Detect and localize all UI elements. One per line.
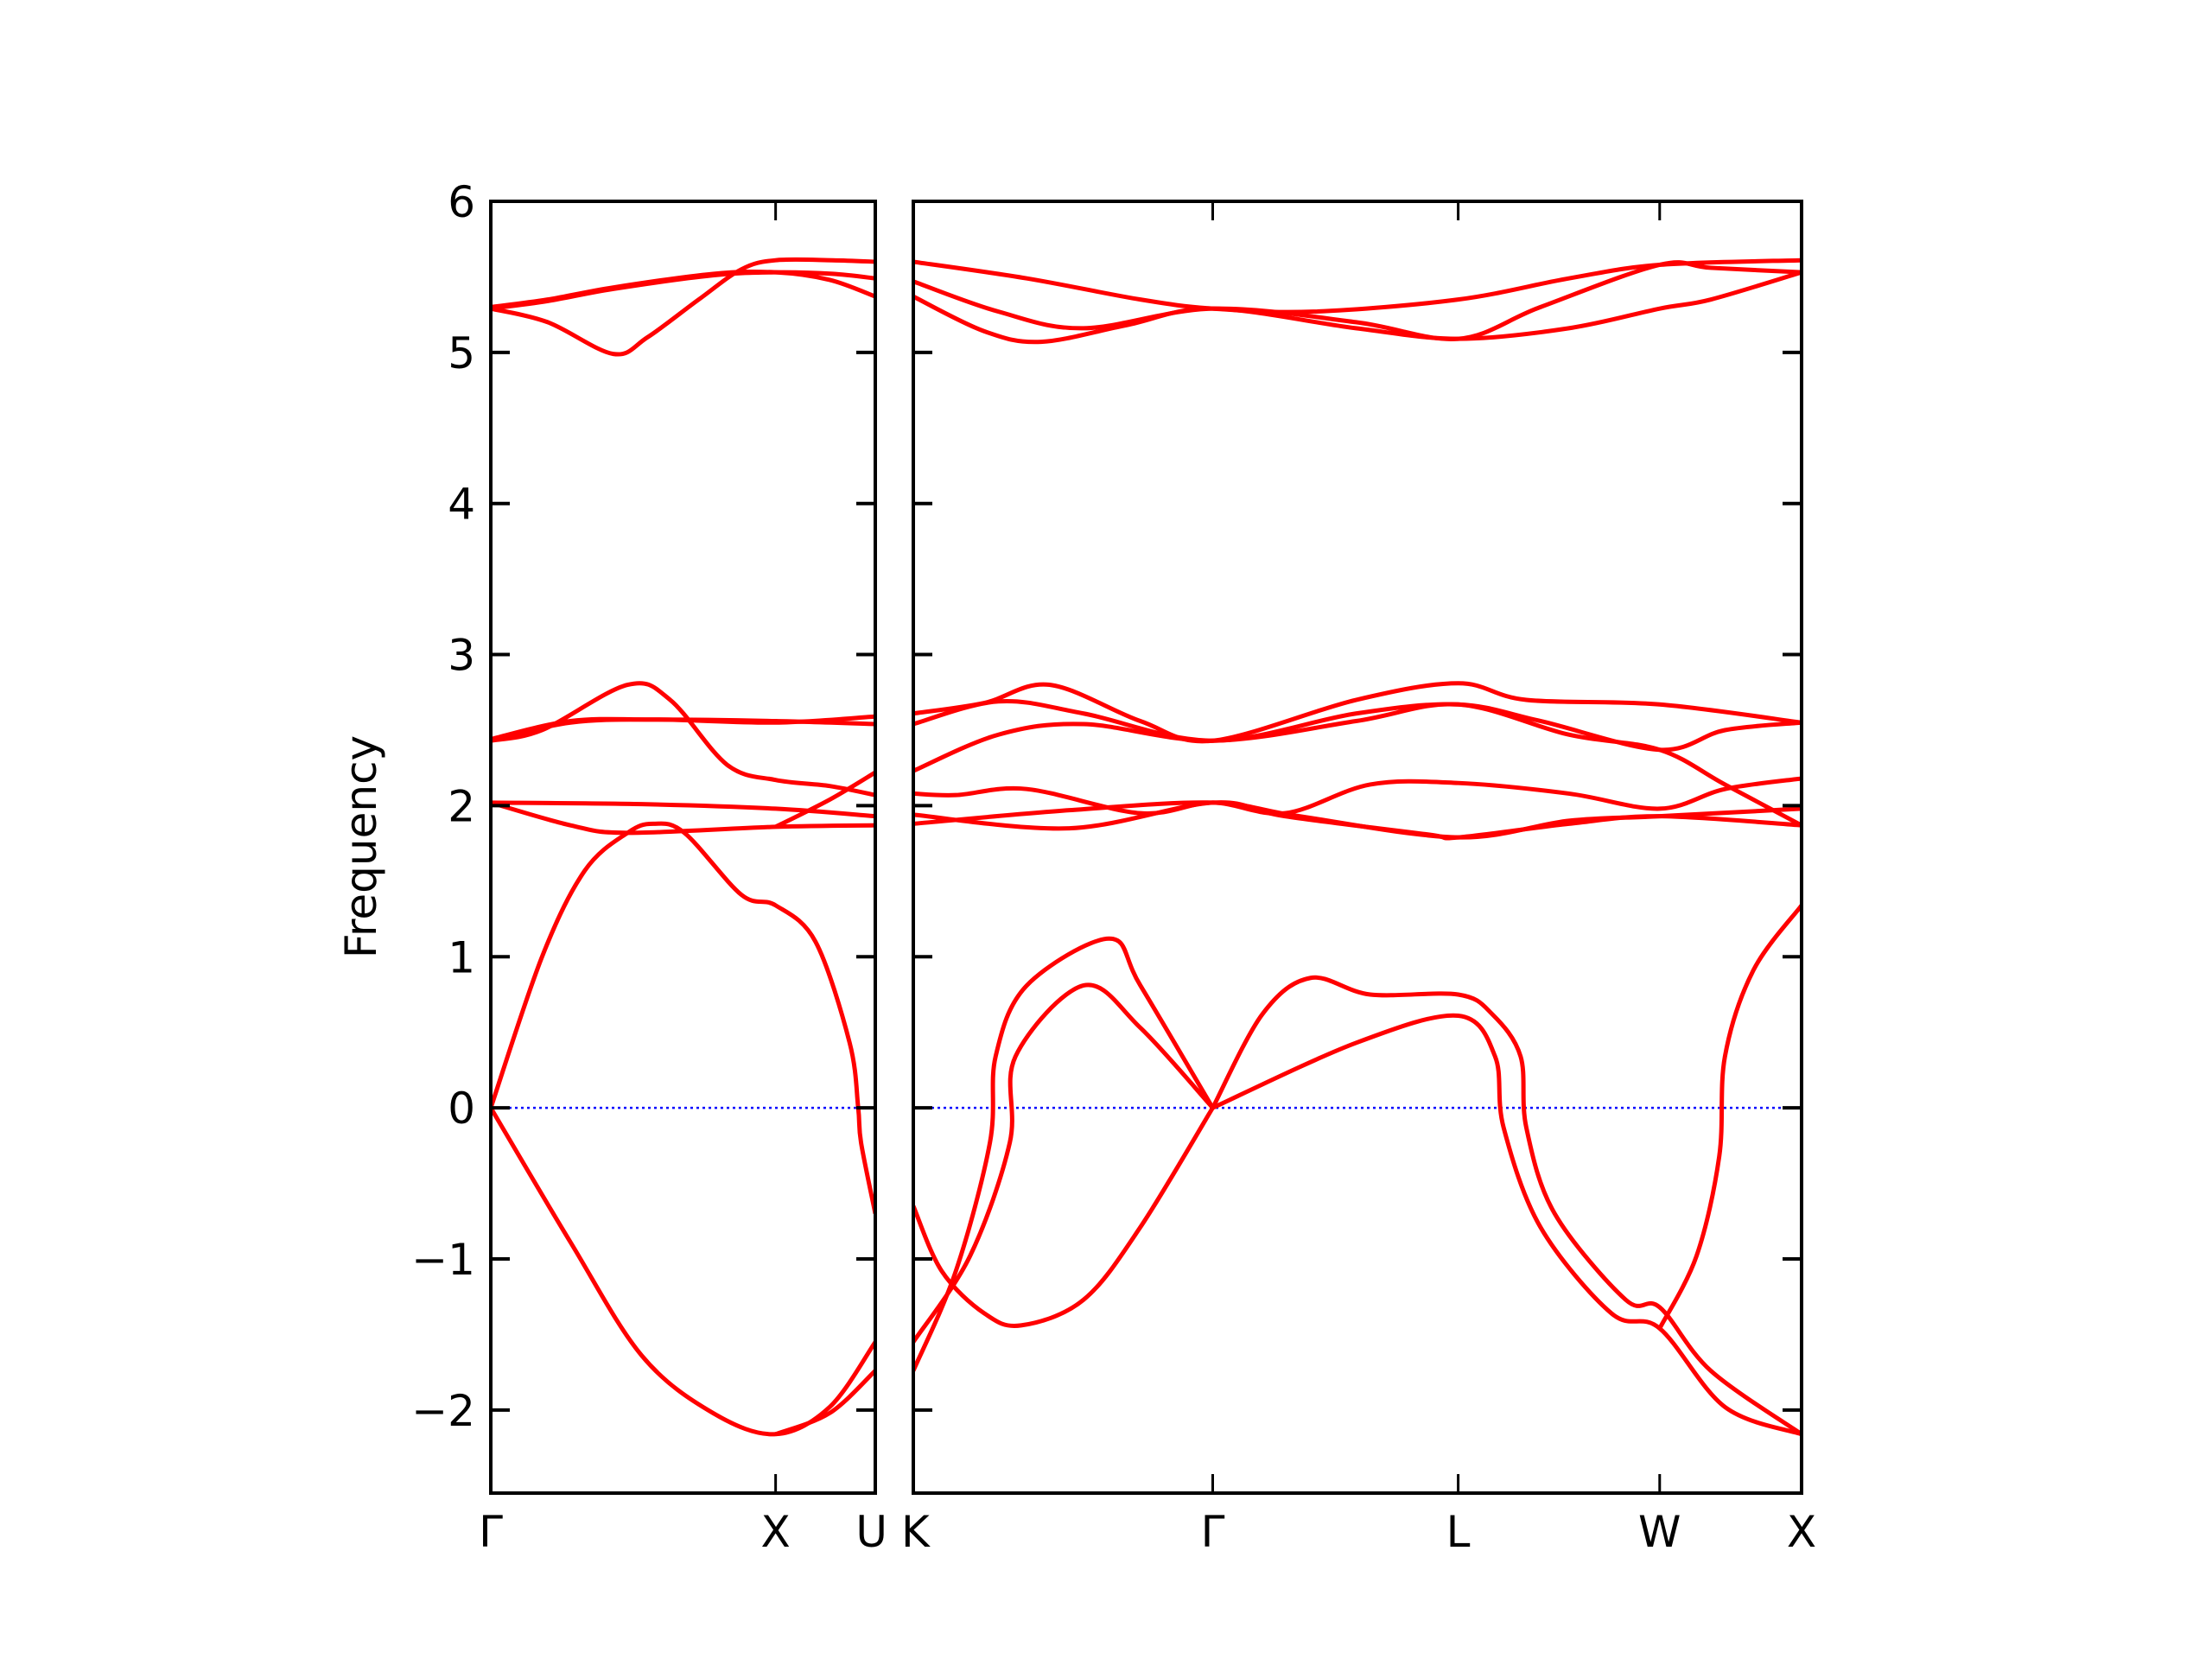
band-left-2 bbox=[491, 269, 875, 309]
x-tick-label-K: K bbox=[901, 1507, 931, 1557]
band-right-14 bbox=[1657, 904, 1802, 1330]
band-right-13 bbox=[1211, 1013, 1802, 1437]
band-left-10 bbox=[491, 1106, 875, 1437]
y-tick-label: 4 bbox=[448, 480, 475, 530]
y-tick-label: 1 bbox=[448, 932, 475, 982]
x-tick-label-Γ: Γ bbox=[1201, 1507, 1225, 1557]
axes-layer: −2 −1 0 1 2 3 4 5 6 Γ X U K Γ L W X bbox=[411, 177, 1816, 1557]
panel-right-bands bbox=[913, 257, 1802, 1437]
band-right-1 bbox=[913, 260, 1802, 341]
band-right-5 bbox=[913, 702, 1802, 828]
bands-layer bbox=[491, 257, 1802, 1437]
band-left-6 bbox=[774, 770, 875, 830]
panel-left-frame bbox=[489, 200, 877, 1495]
band-right-11 bbox=[913, 982, 1215, 1344]
y-tick-label: 5 bbox=[448, 328, 475, 378]
x-tick-label-W: W bbox=[1638, 1507, 1681, 1557]
band-right-3 bbox=[913, 681, 1802, 744]
band-right-12 bbox=[1211, 975, 1802, 1436]
x-tick-label-L: L bbox=[1446, 1507, 1471, 1557]
band-left-8 bbox=[491, 800, 875, 836]
y-tick-label: 3 bbox=[448, 631, 475, 681]
band-left-3 bbox=[491, 681, 875, 798]
y-tick-label: 2 bbox=[448, 781, 475, 831]
band-left-5 bbox=[491, 716, 875, 741]
band-right-4 bbox=[913, 698, 1802, 753]
band-right-8 bbox=[913, 800, 1802, 841]
panel-right-frame bbox=[912, 200, 1803, 1495]
band-right-9 bbox=[913, 1106, 1215, 1328]
band-right-10 bbox=[913, 936, 1215, 1372]
band-left-0 bbox=[491, 257, 875, 357]
band-left-11 bbox=[774, 1369, 875, 1437]
y-tick-label: 6 bbox=[448, 177, 475, 227]
band-left-7 bbox=[491, 800, 875, 819]
band-right-2 bbox=[913, 270, 1802, 345]
x-tick-label-X: X bbox=[760, 1507, 790, 1557]
y-tick-label: −2 bbox=[411, 1386, 475, 1436]
band-right-6 bbox=[913, 776, 1802, 817]
panel-left-bands bbox=[491, 257, 875, 1437]
band-left-9 bbox=[491, 821, 875, 1215]
x-tick-label-Γ: Γ bbox=[479, 1507, 503, 1557]
y-tick-label: 0 bbox=[448, 1084, 475, 1134]
y-axis-label: Frequency bbox=[336, 735, 386, 958]
y-tick-label: −1 bbox=[411, 1235, 475, 1285]
x-tick-label-X: X bbox=[1787, 1507, 1816, 1557]
x-tick-label-U: U bbox=[855, 1507, 887, 1557]
band-right-0 bbox=[913, 257, 1802, 315]
